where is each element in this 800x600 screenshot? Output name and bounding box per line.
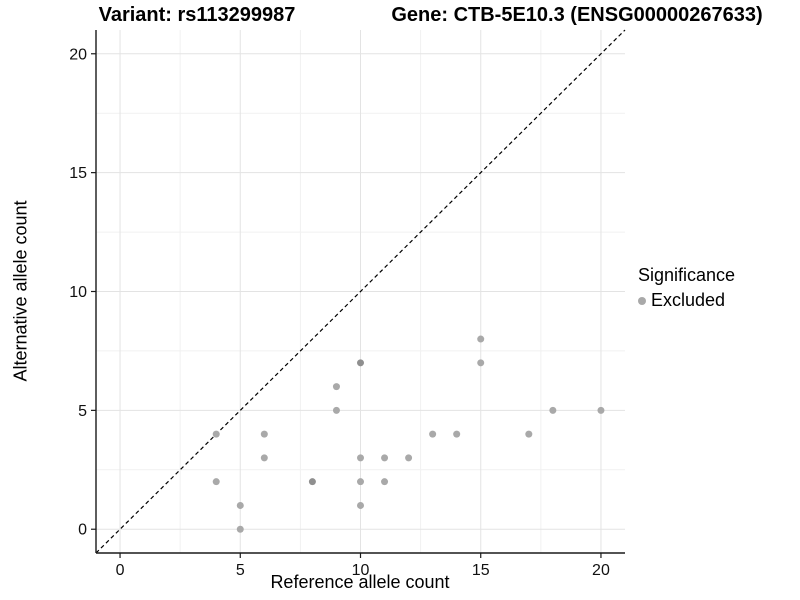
data-point: [429, 430, 437, 438]
data-point: [260, 430, 268, 438]
x-tick-label: 15: [472, 562, 490, 579]
y-axis-label: Alternative allele count: [10, 200, 31, 382]
data-point: [597, 406, 605, 414]
x-tick-label: 0: [116, 562, 125, 579]
data-point: [236, 501, 244, 509]
x-tick-label: 10: [352, 562, 370, 579]
data-point: [212, 430, 220, 438]
data-point: [477, 359, 485, 367]
legend-title: Significance: [638, 265, 736, 285]
data-point: [332, 406, 340, 414]
data-point: [357, 454, 364, 462]
data-point: [381, 478, 389, 486]
data-point: [453, 430, 461, 438]
y-tick-label: 5: [78, 403, 87, 420]
y-tick-label: 10: [69, 284, 87, 301]
y-tick-label: 20: [69, 46, 87, 63]
data-point: [357, 501, 364, 509]
y-tick-label: 15: [69, 165, 87, 182]
legend-point-icon: [638, 296, 646, 305]
x-tick-label: 20: [592, 562, 610, 579]
data-point: [549, 406, 557, 414]
data-point: [212, 478, 220, 486]
x-axis-label: Reference allele count: [270, 572, 450, 592]
data-point: [260, 454, 268, 462]
y-tick-label: 0: [78, 522, 87, 539]
data-point: [525, 430, 533, 438]
data-point: [381, 454, 389, 462]
legend-entry-excluded: Excluded: [638, 290, 735, 311]
data-point: [236, 525, 244, 533]
legend-entry-label: Excluded: [651, 290, 726, 310]
data-point: [405, 454, 413, 462]
identity-line: [95, 29, 626, 554]
x-tick-label: 5: [236, 562, 245, 579]
plot-title-variant: Variant: rs113299987: [98, 4, 296, 26]
data-point: [357, 359, 364, 367]
plot-title-gene: Gene: CTB-5E10.3 (ENSG00000267633): [391, 4, 763, 26]
data-point: [332, 383, 340, 391]
data-point: [357, 478, 364, 486]
legend: Significance Excluded: [638, 265, 735, 311]
data-point: [477, 335, 485, 343]
data-point: [308, 478, 316, 486]
